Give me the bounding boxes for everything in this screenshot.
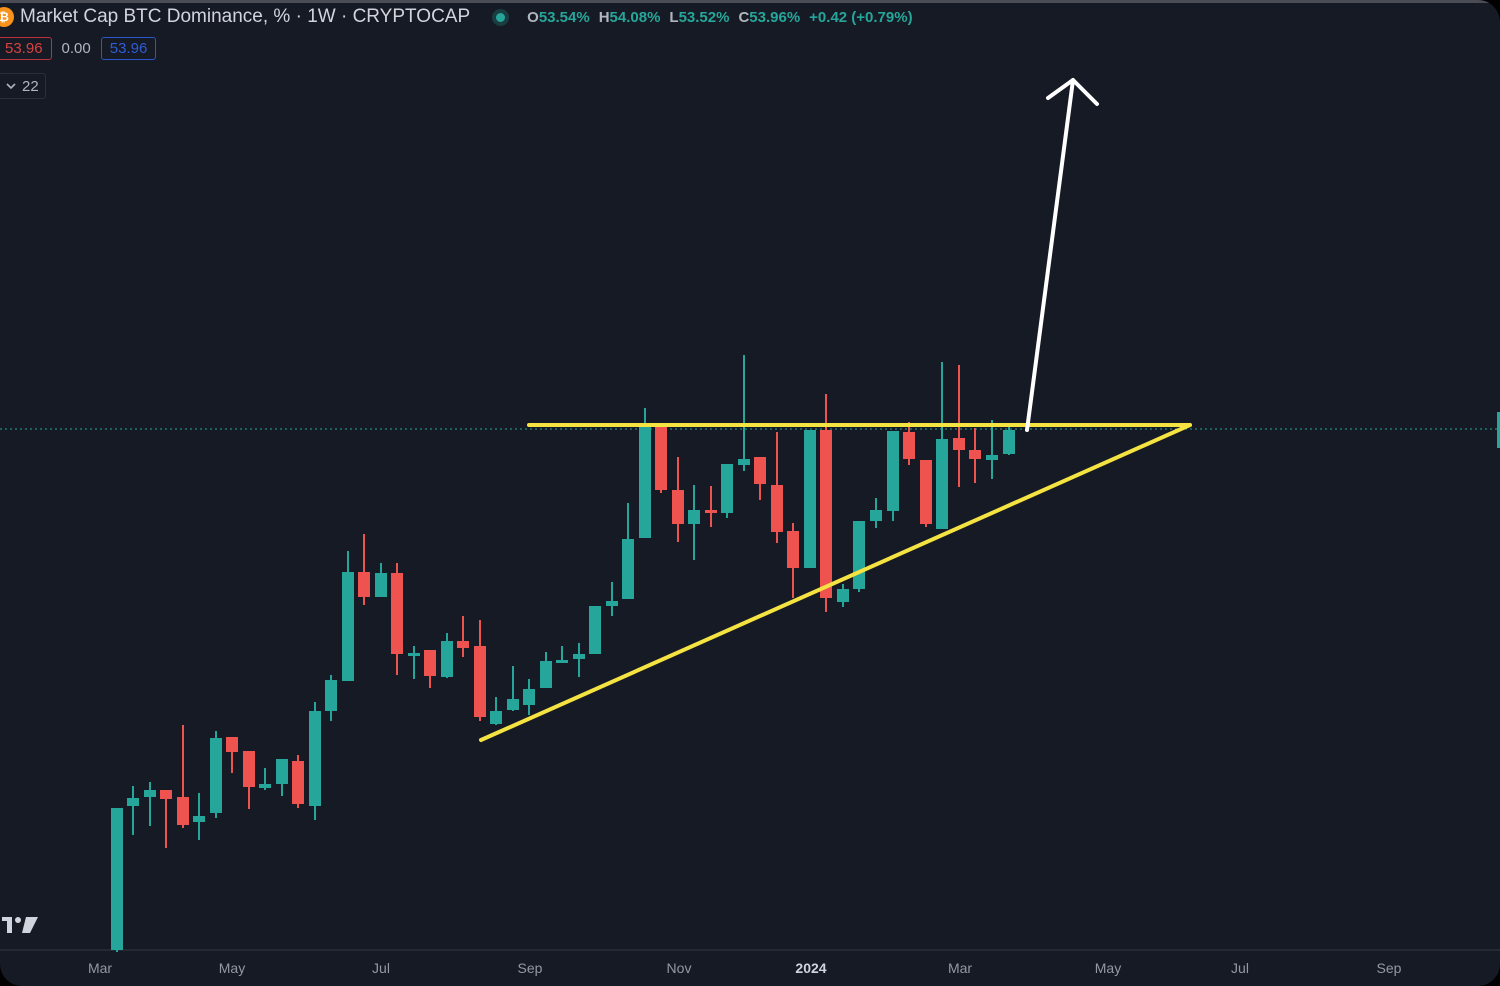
candle[interactable] bbox=[754, 457, 766, 500]
candle[interactable] bbox=[870, 498, 882, 528]
candle[interactable] bbox=[771, 432, 783, 543]
candle[interactable] bbox=[391, 563, 403, 675]
x-axis-label: Mar bbox=[87, 960, 113, 976]
price-badges: 53.96 0.00 53.96 bbox=[0, 37, 157, 60]
candles-group bbox=[111, 355, 1015, 952]
candle[interactable] bbox=[969, 428, 981, 483]
candle[interactable] bbox=[342, 551, 354, 681]
support-trendline[interactable] bbox=[479, 423, 1192, 742]
candle[interactable] bbox=[1003, 423, 1015, 455]
candle[interactable] bbox=[721, 464, 733, 518]
candle[interactable] bbox=[853, 521, 865, 592]
candle[interactable] bbox=[243, 751, 255, 809]
candle[interactable] bbox=[507, 666, 519, 711]
candle[interactable] bbox=[573, 643, 585, 677]
breakout-arrow[interactable] bbox=[1025, 78, 1099, 432]
x-axis-label: May bbox=[218, 960, 246, 976]
candle[interactable] bbox=[688, 485, 700, 560]
candle[interactable] bbox=[309, 702, 321, 820]
open-value: 53.54% bbox=[538, 8, 590, 26]
candle[interactable] bbox=[210, 731, 222, 818]
candle[interactable] bbox=[606, 582, 618, 616]
candle[interactable] bbox=[589, 606, 601, 654]
candle[interactable] bbox=[474, 620, 486, 721]
market-status-dot bbox=[496, 12, 506, 22]
candle[interactable] bbox=[556, 646, 568, 663]
x-axis-label: 2024 bbox=[795, 960, 827, 976]
candle[interactable] bbox=[358, 534, 370, 605]
candle[interactable] bbox=[920, 460, 932, 527]
chart-legend[interactable]: ₿ Market Cap BTC Dominance, % · 1W · CRY… bbox=[0, 5, 913, 29]
symbol-title[interactable]: Market Cap BTC Dominance, % · 1W · CRYPT… bbox=[20, 6, 471, 27]
candle[interactable] bbox=[622, 503, 634, 599]
candle[interactable] bbox=[705, 486, 717, 527]
x-axis-label: Sep bbox=[517, 960, 543, 976]
candle[interactable] bbox=[144, 782, 156, 826]
candle[interactable] bbox=[276, 759, 288, 796]
candle[interactable] bbox=[177, 725, 189, 828]
candle[interactable] bbox=[226, 737, 238, 773]
candle[interactable] bbox=[936, 362, 948, 529]
candle[interactable] bbox=[160, 790, 172, 848]
low-label: L bbox=[669, 8, 679, 26]
candle[interactable] bbox=[292, 755, 304, 808]
ohlc-values: O53.54% H54.08% L53.52% C53.96% +0.42 (+… bbox=[527, 9, 912, 26]
open-label: O bbox=[527, 8, 539, 26]
candle[interactable] bbox=[490, 697, 502, 725]
candle[interactable] bbox=[127, 786, 139, 835]
change-value: +0.42 (+0.79%) bbox=[809, 8, 913, 26]
candle[interactable] bbox=[820, 394, 832, 612]
candle[interactable] bbox=[655, 424, 667, 493]
candle[interactable] bbox=[259, 768, 271, 790]
indicators-toggle-button[interactable]: 22 bbox=[0, 73, 46, 99]
candle[interactable] bbox=[111, 808, 123, 952]
x-axis-label: Mar bbox=[947, 960, 973, 976]
spread-value: 0.00 bbox=[61, 40, 91, 57]
x-axis-label: Nov bbox=[666, 960, 692, 976]
candle[interactable] bbox=[408, 646, 420, 679]
candle[interactable] bbox=[672, 457, 684, 542]
candle[interactable] bbox=[787, 523, 799, 598]
chevron-down-icon bbox=[6, 82, 16, 89]
x-axis-label: Sep bbox=[1376, 960, 1402, 976]
candle[interactable] bbox=[193, 793, 205, 840]
close-label: C bbox=[738, 8, 750, 26]
candle[interactable] bbox=[441, 633, 453, 678]
candle[interactable] bbox=[540, 652, 552, 688]
drawings-group[interactable] bbox=[479, 78, 1192, 742]
buy-price-button[interactable]: 53.96 bbox=[100, 37, 157, 60]
high-value: 54.08% bbox=[609, 8, 661, 26]
x-axis-label: Jul bbox=[1231, 960, 1249, 976]
low-value: 53.52% bbox=[678, 8, 730, 26]
price-scale-marker bbox=[1497, 412, 1500, 448]
indicators-count: 22 bbox=[22, 77, 39, 95]
candle[interactable] bbox=[738, 355, 750, 471]
high-label: H bbox=[598, 8, 610, 26]
candle[interactable] bbox=[424, 650, 436, 688]
x-axis-label: May bbox=[1094, 960, 1122, 976]
sell-price-button[interactable]: 53.96 bbox=[0, 37, 52, 60]
candle[interactable] bbox=[639, 408, 651, 538]
bitcoin-icon: ₿ bbox=[0, 7, 14, 27]
candle[interactable] bbox=[903, 422, 915, 465]
candle[interactable] bbox=[457, 616, 469, 657]
x-axis-label: Jul bbox=[372, 960, 390, 976]
candle[interactable] bbox=[804, 430, 816, 568]
candle[interactable] bbox=[325, 675, 337, 721]
candle[interactable] bbox=[887, 431, 899, 521]
close-value: 53.96% bbox=[749, 8, 801, 26]
window-top-edge bbox=[0, 0, 1500, 3]
tradingview-logo-icon[interactable] bbox=[2, 914, 42, 936]
candle[interactable] bbox=[523, 679, 535, 715]
candle[interactable] bbox=[375, 563, 387, 597]
candle[interactable] bbox=[986, 420, 998, 479]
candle[interactable] bbox=[837, 584, 849, 607]
